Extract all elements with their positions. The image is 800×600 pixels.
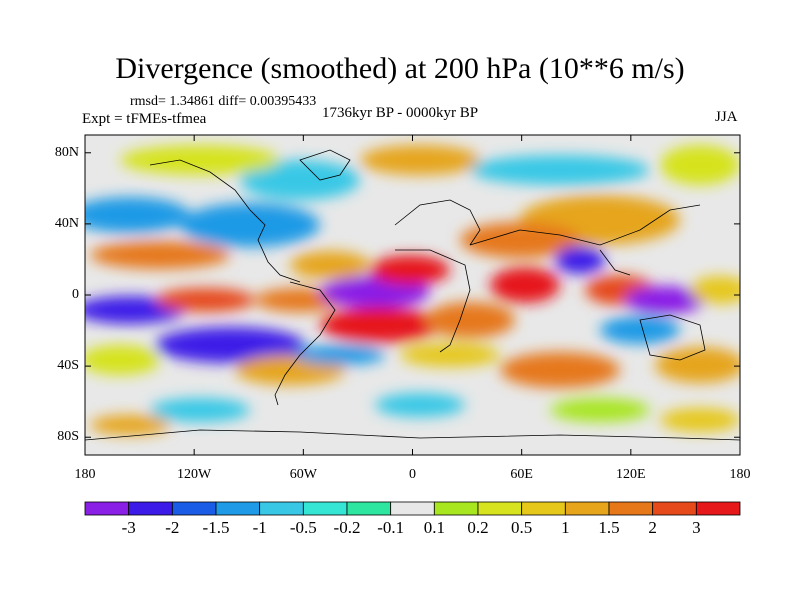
coastlines (85, 149, 740, 441)
experiment-label: Expt = tFMEs-tfmea (82, 111, 207, 127)
period-label: 1736kyr BP - 0000kyr BP (322, 105, 479, 121)
colorbar-swatch (477, 501, 523, 516)
colorbar-label: -0.5 (289, 518, 317, 537)
colorbar-label: 1.5 (598, 518, 620, 537)
colorbar-swatch (390, 501, 435, 516)
lon-tick-label: 60W (289, 467, 317, 482)
colorbar-label: 0.1 (423, 518, 445, 537)
lat-tick-label: 80N (54, 144, 79, 160)
colorbar-label: -3 (121, 518, 136, 537)
lon-tick-label: 0 (409, 467, 416, 482)
colorbar-swatch (608, 501, 654, 516)
colorbar-label: -2 (165, 518, 180, 537)
colorbar-swatch (433, 501, 479, 516)
lat-tick-label: 40S (57, 358, 79, 374)
colorbar-swatch (259, 501, 304, 516)
colorbar-label: -1.5 (202, 518, 230, 537)
rmsd-diff-stats: rmsd= 1.34861 diff= 0.00395433 (130, 94, 317, 109)
colorbar-swatch (171, 501, 217, 516)
lat-tick-label: 0 (72, 287, 79, 302)
colorbar-label: -0.2 (333, 518, 361, 537)
lon-tick-label: 180 (729, 467, 751, 482)
lat-tick-label: 40N (54, 215, 79, 231)
lon-tick-label: 180 (74, 467, 96, 482)
colorbar-swatch (521, 501, 566, 516)
lon-tick-label: 120E (616, 467, 646, 482)
colorbar (84, 501, 741, 516)
colorbar-label: 0.5 (511, 518, 533, 537)
colorbar-label: -0.1 (377, 518, 405, 537)
colorbar-swatch (346, 501, 392, 516)
colorbar-swatch (695, 501, 741, 516)
colorbar-swatch (652, 501, 697, 516)
plot-title: Divergence (smoothed) at 200 hPa (10**6 … (115, 52, 685, 85)
colorbar-label: -1 (252, 518, 267, 537)
divergence-field (85, 135, 740, 455)
colorbar-label: 3 (692, 518, 701, 537)
lon-tick-label: 60E (510, 467, 533, 482)
lon-tick-label: 120W (177, 467, 212, 482)
colorbar-swatch (302, 501, 348, 516)
colorbar-swatch (84, 501, 130, 516)
colorbar-swatch (215, 501, 261, 516)
axis-ticks (84, 135, 741, 455)
colorbar-label: 0.2 (467, 518, 489, 537)
colorbar-label: 1 (561, 518, 570, 537)
season-label: JJA (715, 109, 738, 125)
lat-tick-label: 80S (57, 429, 79, 445)
colorbar-swatch (128, 501, 173, 516)
colorbar-swatch (564, 501, 610, 516)
colorbar-label: 2 (648, 518, 657, 537)
